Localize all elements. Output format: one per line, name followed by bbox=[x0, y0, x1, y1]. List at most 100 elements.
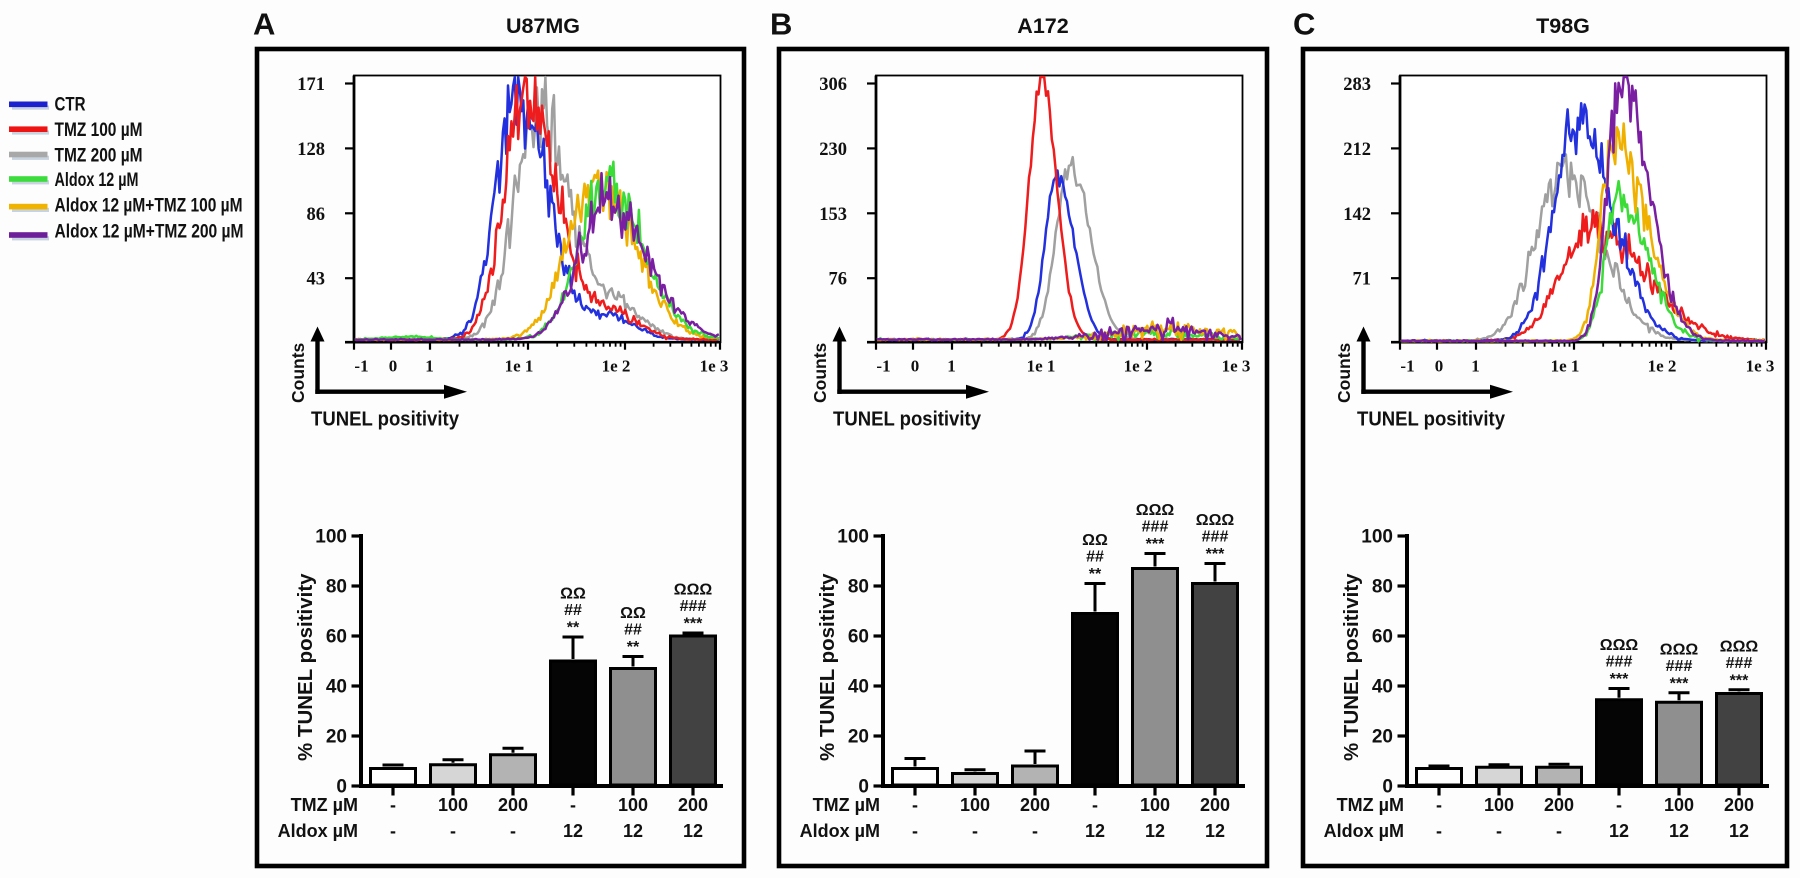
svg-text:100: 100 bbox=[1484, 795, 1514, 815]
svg-text:-: - bbox=[1616, 795, 1622, 815]
svg-text:40: 40 bbox=[1372, 677, 1393, 698]
svg-text:283: 283 bbox=[1343, 75, 1371, 95]
svg-text:###: ### bbox=[1142, 519, 1169, 536]
svg-text:-: - bbox=[912, 795, 918, 815]
svg-text:ΩΩΩ: ΩΩΩ bbox=[1600, 637, 1639, 654]
svg-text:100: 100 bbox=[960, 795, 990, 815]
svg-text:TMZ 100 µM: TMZ 100 µM bbox=[55, 119, 143, 141]
svg-text:40: 40 bbox=[848, 677, 869, 698]
svg-text:12: 12 bbox=[1205, 821, 1225, 841]
svg-text:80: 80 bbox=[326, 577, 347, 598]
svg-text:###: ### bbox=[1666, 658, 1693, 675]
svg-text:100: 100 bbox=[438, 795, 468, 815]
svg-text:Aldox 12 µM+TMZ 100 µM: Aldox 12 µM+TMZ 100 µM bbox=[55, 195, 243, 217]
svg-text:-: - bbox=[1032, 821, 1038, 841]
svg-text:ΩΩ: ΩΩ bbox=[620, 605, 646, 622]
svg-text:CTR: CTR bbox=[55, 94, 86, 116]
svg-text:200: 200 bbox=[678, 795, 708, 815]
svg-text:###: ### bbox=[1726, 655, 1753, 672]
svg-text:12: 12 bbox=[623, 821, 643, 841]
svg-text:##: ## bbox=[1086, 549, 1104, 566]
svg-text:***: *** bbox=[1146, 536, 1165, 553]
svg-text:71: 71 bbox=[1353, 270, 1372, 290]
svg-text:A172: A172 bbox=[1017, 14, 1068, 38]
svg-text:TMZ µM: TMZ µM bbox=[813, 795, 880, 815]
svg-text:***: *** bbox=[1206, 546, 1225, 563]
svg-text:200: 200 bbox=[498, 795, 528, 815]
svg-text:1e 3: 1e 3 bbox=[1746, 357, 1775, 376]
svg-text:200: 200 bbox=[1020, 795, 1050, 815]
svg-text:TMZ 200 µM: TMZ 200 µM bbox=[55, 145, 143, 167]
svg-text:60: 60 bbox=[1372, 627, 1393, 648]
svg-text:100: 100 bbox=[1664, 795, 1694, 815]
svg-text:***: *** bbox=[1610, 671, 1629, 688]
svg-text:-: - bbox=[1556, 821, 1562, 841]
svg-text:1: 1 bbox=[425, 357, 434, 376]
svg-text:1e 3: 1e 3 bbox=[700, 357, 729, 376]
svg-text:###: ### bbox=[1606, 654, 1633, 671]
svg-text:-: - bbox=[1436, 821, 1442, 841]
svg-text:1e 1: 1e 1 bbox=[1551, 357, 1580, 376]
svg-text:-: - bbox=[972, 821, 978, 841]
svg-text:Aldox µM: Aldox µM bbox=[800, 821, 880, 841]
svg-text:12: 12 bbox=[1085, 821, 1105, 841]
svg-text:ΩΩΩ: ΩΩΩ bbox=[1720, 638, 1759, 655]
svg-text:0: 0 bbox=[911, 357, 920, 376]
svg-text:% TUNEL positivity: % TUNEL positivity bbox=[1340, 573, 1363, 761]
svg-text:1: 1 bbox=[947, 357, 956, 376]
svg-text:20: 20 bbox=[1372, 727, 1393, 748]
svg-text:Aldox 12 µM+TMZ 200 µM: Aldox 12 µM+TMZ 200 µM bbox=[55, 221, 244, 243]
svg-text:TMZ µM: TMZ µM bbox=[1337, 795, 1404, 815]
svg-text:1e 2: 1e 2 bbox=[1124, 357, 1153, 376]
svg-text:**: ** bbox=[1089, 566, 1102, 583]
svg-text:153: 153 bbox=[819, 205, 847, 225]
svg-text:TUNEL positivity: TUNEL positivity bbox=[833, 408, 982, 431]
svg-text:***: *** bbox=[1730, 672, 1749, 689]
svg-text:-1: -1 bbox=[354, 357, 368, 376]
svg-text:76: 76 bbox=[829, 270, 848, 290]
svg-text:ΩΩΩ: ΩΩΩ bbox=[1196, 512, 1235, 529]
svg-text:100: 100 bbox=[1140, 795, 1170, 815]
svg-text:ΩΩΩ: ΩΩΩ bbox=[674, 582, 713, 599]
svg-text:0: 0 bbox=[858, 777, 869, 798]
svg-text:1e 2: 1e 2 bbox=[1648, 357, 1677, 376]
svg-text:230: 230 bbox=[819, 140, 847, 160]
svg-text:-: - bbox=[450, 821, 456, 841]
svg-text:##: ## bbox=[564, 602, 582, 619]
svg-text:-: - bbox=[570, 795, 576, 815]
svg-text:Counts: Counts bbox=[288, 342, 308, 403]
svg-text:***: *** bbox=[1670, 675, 1689, 692]
svg-text:**: ** bbox=[567, 620, 580, 637]
svg-text:ΩΩΩ: ΩΩΩ bbox=[1136, 502, 1175, 519]
svg-text:TUNEL positivity: TUNEL positivity bbox=[1357, 408, 1506, 431]
svg-text:-: - bbox=[510, 821, 516, 841]
svg-text:0: 0 bbox=[389, 357, 398, 376]
svg-text:***: *** bbox=[684, 616, 703, 633]
svg-text:TMZ µM: TMZ µM bbox=[291, 795, 358, 815]
svg-text:80: 80 bbox=[848, 577, 869, 598]
svg-text:20: 20 bbox=[326, 727, 347, 748]
svg-text:Counts: Counts bbox=[1334, 342, 1354, 403]
svg-text:1: 1 bbox=[1471, 357, 1480, 376]
svg-text:U87MG: U87MG bbox=[506, 14, 580, 38]
svg-text:200: 200 bbox=[1200, 795, 1230, 815]
svg-text:-1: -1 bbox=[1400, 357, 1414, 376]
svg-text:0: 0 bbox=[1435, 357, 1444, 376]
svg-text:212: 212 bbox=[1343, 140, 1371, 160]
svg-text:100: 100 bbox=[315, 527, 347, 548]
svg-text:12: 12 bbox=[1669, 821, 1689, 841]
svg-text:0: 0 bbox=[1382, 777, 1393, 798]
svg-text:-: - bbox=[912, 821, 918, 841]
svg-text:###: ### bbox=[680, 598, 707, 615]
svg-text:60: 60 bbox=[848, 627, 869, 648]
svg-text:ΩΩ: ΩΩ bbox=[1082, 532, 1108, 549]
svg-text:Counts: Counts bbox=[810, 342, 830, 403]
svg-text:43: 43 bbox=[307, 270, 326, 290]
svg-text:##: ## bbox=[624, 622, 642, 639]
svg-text:% TUNEL positivity: % TUNEL positivity bbox=[816, 573, 839, 761]
svg-text:0: 0 bbox=[336, 777, 347, 798]
svg-text:A: A bbox=[253, 7, 275, 42]
svg-text:1e 1: 1e 1 bbox=[1027, 357, 1056, 376]
svg-text:100: 100 bbox=[837, 527, 869, 548]
svg-text:-: - bbox=[1496, 821, 1502, 841]
